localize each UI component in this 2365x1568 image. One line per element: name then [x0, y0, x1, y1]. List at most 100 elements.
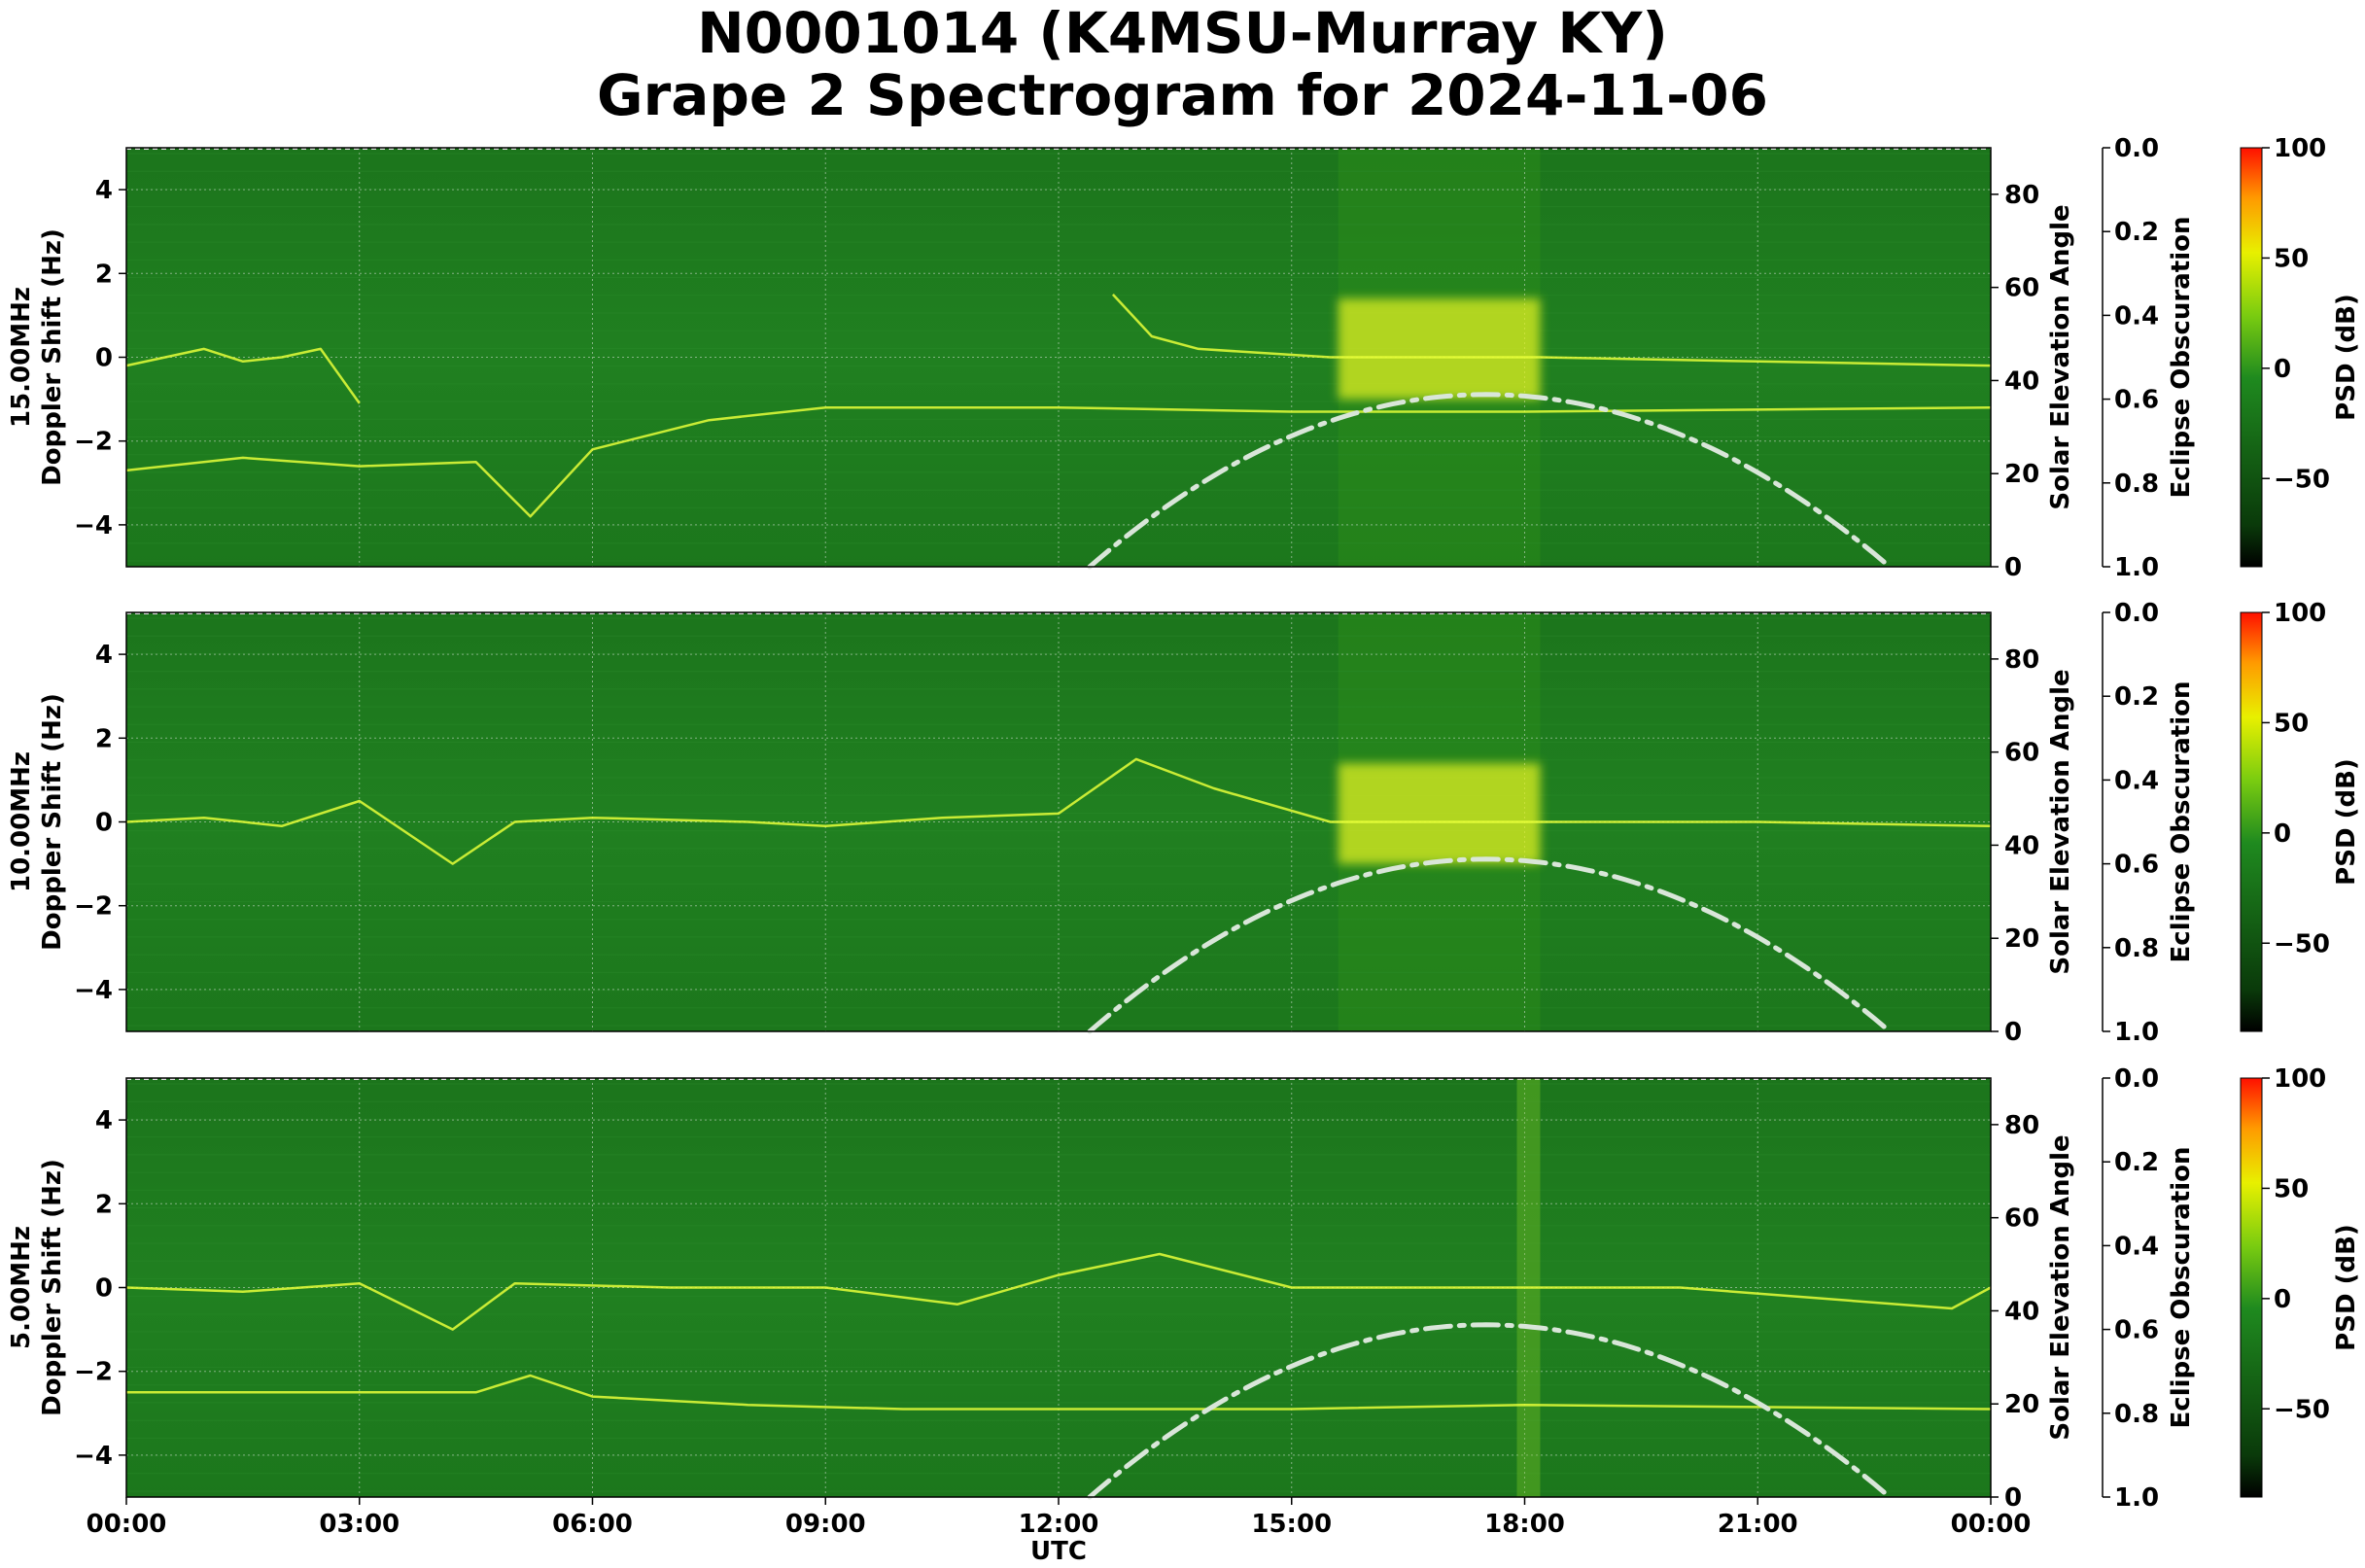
elevation-tick-label: 80 [2004, 645, 2039, 675]
elevation-tick-label: 0 [2004, 553, 2022, 582]
obscuration-tick-label: 0.6 [2114, 386, 2159, 415]
panel-5-00mhz: 420−2−45.00MHz Doppler Shift (Hz)80604020… [7, 1064, 2361, 1566]
doppler-trace-main [125, 757, 1992, 865]
solar-elevation-curve [1087, 1322, 1893, 1500]
colorbar-tick-label: 50 [2274, 709, 2309, 738]
doppler-tick-label: 0 [95, 344, 113, 373]
elevation-tick-label: 40 [2004, 366, 2039, 396]
colorbar-tick-label: −50 [2274, 929, 2330, 958]
elevation-axis-label: Solar Elevation Angle [2046, 1134, 2075, 1440]
doppler-tick-label: −4 [74, 976, 113, 1005]
elevation-tick-label: 20 [2004, 924, 2039, 954]
elevation-tick-label: 20 [2004, 1390, 2039, 1419]
elevation-tick-label: 40 [2004, 1297, 2039, 1326]
colorbar-label: PSD (dB) [2332, 758, 2361, 886]
elevation-tick-label: 40 [2004, 831, 2039, 860]
obscuration-tick-label: 0.4 [2114, 301, 2159, 331]
colorbar-label: PSD (dB) [2332, 294, 2361, 421]
elevation-tick-label: 20 [2004, 460, 2039, 489]
elevation-tick-label: 80 [2004, 181, 2039, 210]
doppler-tick-label: 0 [95, 809, 113, 838]
psd-colorbar [2240, 611, 2263, 1032]
obscuration-axis-label: Eclipse Obscuration [2167, 681, 2196, 963]
doppler-tick-label: −4 [74, 1442, 113, 1471]
time-tick-label: 18:00 [1484, 1510, 1565, 1539]
obscuration-tick-label: 1.0 [2114, 1483, 2159, 1513]
obscuration-tick-label: 0.0 [2114, 134, 2159, 163]
doppler-axis-label: Doppler Shift (Hz) [38, 1159, 67, 1416]
colorbar-tick-label: 100 [2274, 134, 2326, 163]
colorbar-tick-label: 0 [2274, 819, 2291, 849]
colorbar-tick-label: −50 [2274, 1395, 2330, 1424]
obscuration-tick-label: 0.2 [2114, 218, 2159, 247]
obscuration-tick-label: 0.4 [2114, 1232, 2159, 1261]
doppler-tick-label: −2 [74, 1358, 113, 1387]
time-tick-label: 21:00 [1718, 1510, 1798, 1539]
time-tick-label: 00:00 [87, 1510, 167, 1539]
doppler-trace-main2 [1111, 294, 1992, 367]
time-axis-label: UTC [1030, 1537, 1087, 1566]
elevation-tick-label: 0 [2004, 1018, 2022, 1047]
bright-blob [1338, 763, 1541, 864]
solar-elevation-curve [1087, 392, 1893, 570]
frequency-label: 15.00MHz [7, 287, 36, 428]
doppler-trace-main [125, 1252, 1992, 1331]
elevation-tick-label: 0 [2004, 1483, 2022, 1513]
obscuration-tick-label: 1.0 [2114, 1018, 2159, 1047]
doppler-tick-label: 4 [95, 176, 113, 205]
chart-title-line1: N0001014 (K4MSU-Murray KY) [697, 0, 1668, 66]
obscuration-tick-label: 0.0 [2114, 599, 2159, 628]
obscuration-axis-label: Eclipse Obscuration [2167, 217, 2196, 499]
obscuration-tick-label: 0.2 [2114, 1148, 2159, 1177]
doppler-axis-label: Doppler Shift (Hz) [38, 693, 67, 951]
doppler-tick-label: −2 [74, 892, 113, 922]
time-tick-label: 12:00 [1019, 1510, 1099, 1539]
doppler-trace-lower [126, 1374, 1992, 1411]
time-tick-label: 15:00 [1251, 1510, 1332, 1539]
doppler-trace-lower [125, 405, 1992, 518]
doppler-trace-main [125, 347, 361, 404]
doppler-axis-label: Doppler Shift (Hz) [38, 228, 67, 486]
psd-colorbar [2240, 147, 2263, 568]
solar-elevation-curve [1087, 856, 1893, 1034]
colorbar-tick-label: 100 [2274, 1064, 2326, 1094]
obscuration-tick-label: 0.8 [2114, 470, 2159, 499]
colorbar-label: PSD (dB) [2332, 1224, 2361, 1351]
obscuration-tick-label: 0.0 [2114, 1064, 2159, 1094]
time-tick-label: 03:00 [319, 1510, 400, 1539]
frequency-label: 5.00MHz [7, 1226, 36, 1349]
frequency-label: 10.00MHz [7, 751, 36, 892]
doppler-tick-label: −2 [74, 428, 113, 457]
panel-10-00mhz: 420−2−410.00MHz Doppler Shift (Hz)8060402… [7, 599, 2361, 1047]
doppler-tick-label: 2 [95, 260, 113, 289]
elevation-axis-label: Solar Elevation Angle [2046, 669, 2075, 974]
colorbar-tick-label: 100 [2274, 599, 2326, 628]
doppler-tick-label: 2 [95, 724, 113, 753]
elevation-tick-label: 60 [2004, 1204, 2039, 1234]
elevation-tick-label: 60 [2004, 274, 2039, 303]
obscuration-tick-label: 0.6 [2114, 851, 2159, 880]
bright-blob [1338, 298, 1541, 400]
doppler-tick-label: 0 [95, 1274, 113, 1304]
panel-15-00mhz: 420−2−415.00MHz Doppler Shift (Hz)8060402… [7, 134, 2361, 582]
colorbar-tick-label: −50 [2274, 465, 2330, 494]
doppler-tick-label: 2 [95, 1190, 113, 1219]
time-tick-label: 09:00 [785, 1510, 866, 1539]
obscuration-tick-label: 0.6 [2114, 1316, 2159, 1345]
time-tick-label: 00:00 [1951, 1510, 2032, 1539]
obscuration-tick-label: 0.8 [2114, 1400, 2159, 1429]
colorbar-tick-label: 50 [2274, 244, 2309, 273]
obscuration-axis-label: Eclipse Obscuration [2167, 1147, 2196, 1429]
elevation-axis-label: Solar Elevation Angle [2046, 204, 2075, 509]
colorbar-tick-label: 50 [2274, 1174, 2309, 1203]
obscuration-tick-label: 0.4 [2114, 766, 2159, 795]
elevation-tick-label: 60 [2004, 739, 2039, 768]
colorbar-tick-label: 0 [2274, 1285, 2291, 1314]
doppler-tick-label: 4 [95, 1106, 113, 1135]
doppler-tick-label: 4 [95, 641, 113, 670]
obscuration-tick-label: 0.2 [2114, 682, 2159, 712]
doppler-tick-label: −4 [74, 511, 113, 540]
obscuration-tick-label: 1.0 [2114, 553, 2159, 582]
obscuration-tick-label: 0.8 [2114, 934, 2159, 963]
